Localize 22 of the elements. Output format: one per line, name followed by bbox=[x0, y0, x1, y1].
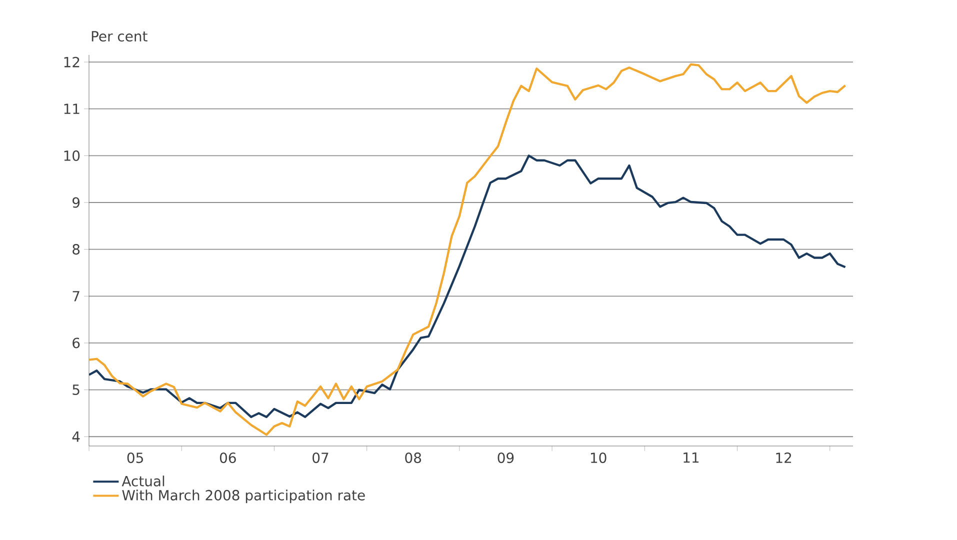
line-series bbox=[89, 154, 846, 418]
x-tick-label: 07 bbox=[312, 452, 328, 464]
legend-label: With March 2008 participation rate bbox=[122, 490, 365, 504]
y-tick-label: 9 bbox=[72, 197, 80, 208]
x-tick-label: 05 bbox=[127, 452, 143, 464]
x-tick-label: 09 bbox=[498, 452, 514, 464]
y-tick-label: 8 bbox=[72, 244, 80, 255]
x-tick-label: 06 bbox=[220, 452, 236, 464]
line-series bbox=[89, 63, 846, 436]
x-tick-label: 10 bbox=[590, 452, 606, 464]
x-tick-label: 12 bbox=[776, 452, 792, 463]
y-tick-label: 10 bbox=[64, 150, 80, 161]
y-axis-title: Per cent bbox=[92, 31, 148, 42]
x-tick-label: 11 bbox=[684, 452, 699, 463]
y-tick-label: 6 bbox=[72, 338, 80, 348]
legend-label: Actual bbox=[122, 476, 164, 486]
y-tick-label: 5 bbox=[72, 384, 80, 395]
y-tick-label: 12 bbox=[64, 56, 80, 68]
y-tick-label: 7 bbox=[72, 291, 80, 302]
x-tick-label: 08 bbox=[405, 452, 422, 464]
y-tick-label: 11 bbox=[64, 104, 80, 114]
y-tick-label: 4 bbox=[72, 432, 80, 442]
